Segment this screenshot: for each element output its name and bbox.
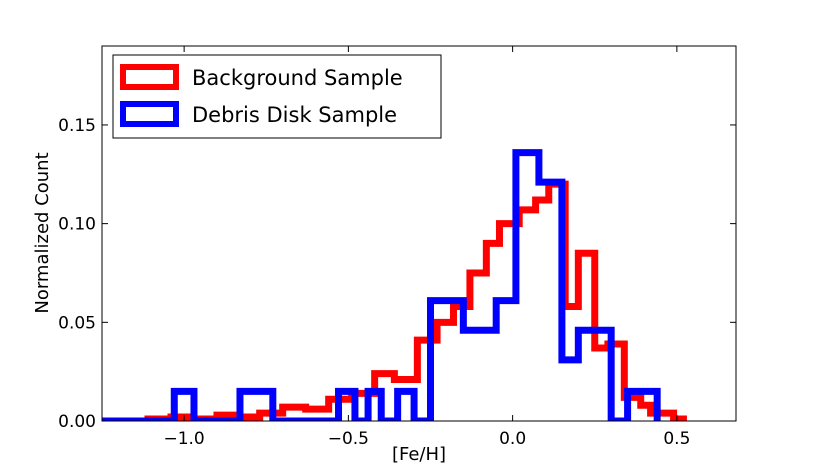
legend-swatch-debris: [120, 101, 179, 127]
x-tick-label: 0.5: [663, 429, 690, 449]
x-tick-label: −0.5: [328, 429, 369, 449]
y-tick-label: 0.15: [58, 116, 96, 136]
y-tick-label: 0.00: [58, 412, 96, 432]
y-tick-label: 0.05: [58, 313, 96, 333]
legend-swatch-background: [120, 64, 179, 90]
legend-label-background: Background Sample: [192, 66, 403, 90]
plot-frame: [101, 45, 737, 422]
y-tick-label: 0.10: [58, 215, 96, 235]
x-tick-label: 0.0: [499, 429, 526, 449]
y-axis-label: Normalized Count: [32, 152, 53, 313]
x-tick-label: −1.0: [163, 429, 204, 449]
x-axis-label: [Fe/H]: [392, 444, 446, 465]
series-background-sample: [102, 180, 687, 421]
series-debris-disk-sample: [102, 149, 661, 421]
legend-label-debris: Debris Disk Sample: [192, 103, 397, 127]
legend: Background Sample Debris Disk Sample: [112, 54, 442, 139]
